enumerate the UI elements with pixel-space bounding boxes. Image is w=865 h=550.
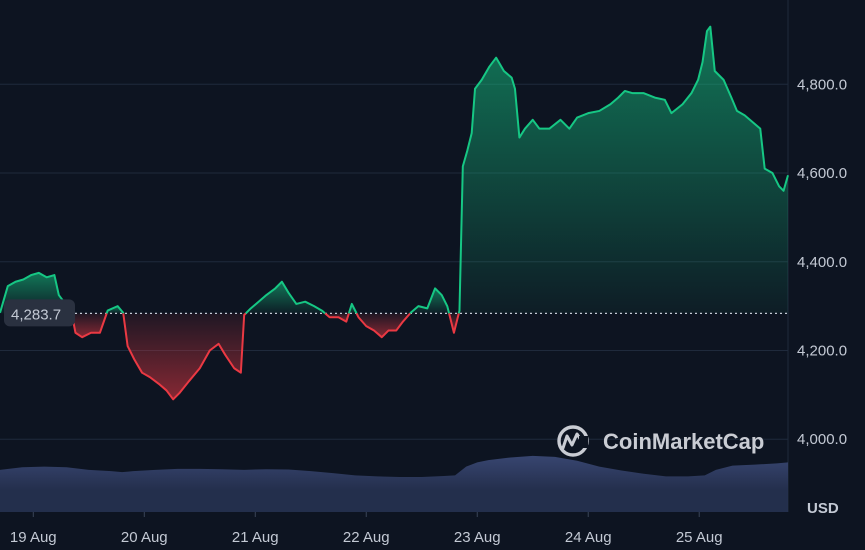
price-area-below-baseline [123,313,246,400]
y-tick-label: 4,600.0 [797,165,847,182]
price-area-above-baseline [458,26,788,314]
y-tick-label: 4,800.0 [797,76,847,93]
price-area [0,26,788,400]
x-tick-label: 24 Aug [565,529,612,546]
price-line-down-segment [70,313,108,339]
watermark-text: CoinMarketCap [603,429,764,454]
price-line-up-segment [245,280,326,315]
currency-unit-label: USD [807,500,839,517]
price-line-down-segment [324,312,350,323]
x-tick-label: 25 Aug [676,529,723,546]
x-axis: 19 Aug 20 Aug 21 Aug 22 Aug 23 Aug 24 Aug 25 A… [10,512,723,546]
x-tick-label: 22 Aug [343,529,390,546]
price-line-down-segment [122,312,247,401]
y-tick-label: 4,200.0 [797,343,847,360]
x-tick-label: 20 Aug [121,529,168,546]
volume-base [0,490,788,512]
price-line-up-segment [347,302,358,314]
price-line-down-segment [448,313,460,334]
price-line-up-segment [457,25,789,314]
y-axis: 4,000.0 4,200.0 4,400.0 4,600.0 4,800.0 [797,76,847,448]
price-area-below-baseline [449,313,459,333]
x-tick-label: 23 Aug [454,529,501,546]
baseline-value-label: 4,283.7 [11,306,61,323]
price-area-below-baseline [356,313,411,338]
price-line-up-segment [105,305,125,314]
x-tick-label: 19 Aug [10,529,57,546]
price-area-below-baseline [71,313,107,338]
y-tick-label: 4,400.0 [797,254,847,271]
coinmarketcap-watermark: CoinMarketCap [557,425,764,457]
price-line-down-segment [355,312,411,339]
y-tick-label: 4,000.0 [797,431,847,448]
baseline-badge: 4,283.7 [4,299,75,327]
price-line [0,25,789,401]
x-tick-label: 21 Aug [232,529,279,546]
volume-area [0,455,788,512]
volume-area-shape [0,455,788,490]
coinmarketcap-logo-icon [557,425,589,457]
price-line-up-segment [409,287,451,315]
price-area-above-baseline [245,281,326,314]
